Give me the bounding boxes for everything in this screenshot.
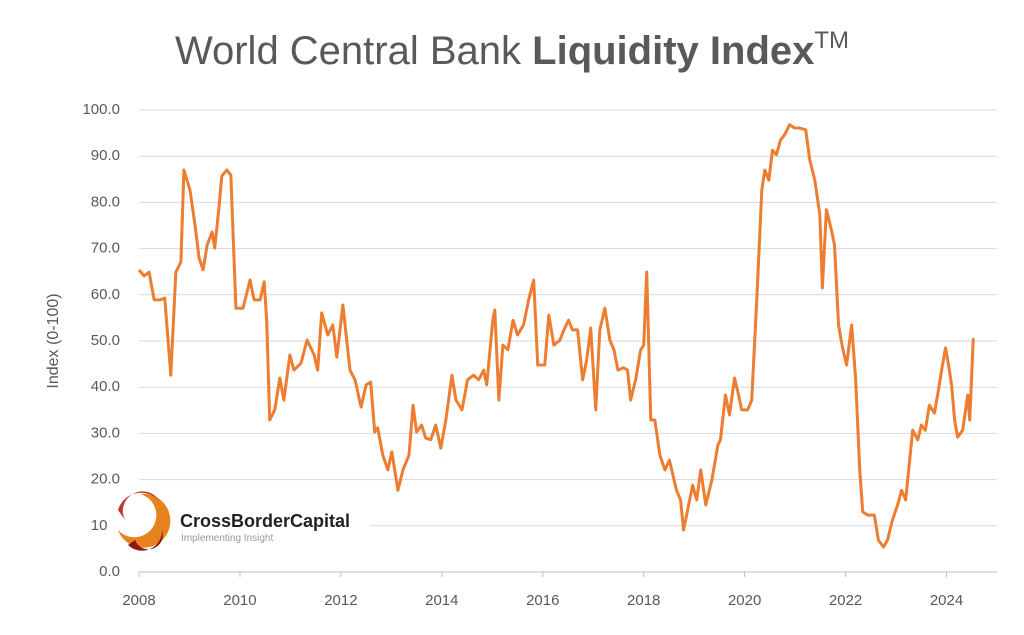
title-main: World Central Bank <box>175 29 532 73</box>
logo-name: CrossBorderCapital <box>180 511 350 531</box>
y-tick-label: 50.0 <box>91 332 120 349</box>
y-tick-label: 80.0 <box>91 193 120 210</box>
chart-title: World Central Bank Liquidity IndexTM <box>175 27 849 73</box>
title-mark: TM <box>814 27 849 54</box>
y-tick-label: 60.0 <box>91 286 120 303</box>
x-tick-label: 2022 <box>829 592 862 609</box>
logo-tagline: Implementing Insight <box>181 533 273 544</box>
logo-swirl <box>118 493 171 548</box>
y-tick-label: 70.0 <box>91 240 120 257</box>
y-tick-label: 90.0 <box>91 147 120 164</box>
y-tick-label: 30.0 <box>91 424 120 441</box>
data-line <box>137 123 975 549</box>
y-tick-label: 20.0 <box>91 471 120 488</box>
y-axis-label: Index (0-100) <box>45 293 62 388</box>
logo-swirl <box>128 530 163 551</box>
x-tick-label: 2008 <box>122 592 155 609</box>
y-tick-label: 40.0 <box>91 378 120 395</box>
x-tick-label: 2010 <box>223 592 256 609</box>
x-tick-label: 2018 <box>627 592 660 609</box>
x-tick-label: 2020 <box>728 592 761 609</box>
plot-area: 0.010.020.030.040.050.060.070.080.090.01… <box>82 101 997 609</box>
x-tick-label: 2024 <box>930 592 963 609</box>
y-tick-label: 100.0 <box>82 101 120 118</box>
x-tick-label: 2012 <box>324 592 357 609</box>
logo: CrossBorderCapital Implementing Insight <box>108 488 370 554</box>
x-tick-label: 2016 <box>526 592 559 609</box>
x-tick-label: 2014 <box>425 592 458 609</box>
title-bold: Liquidity Index <box>532 29 814 73</box>
y-tick-label: 0.0 <box>99 563 120 580</box>
